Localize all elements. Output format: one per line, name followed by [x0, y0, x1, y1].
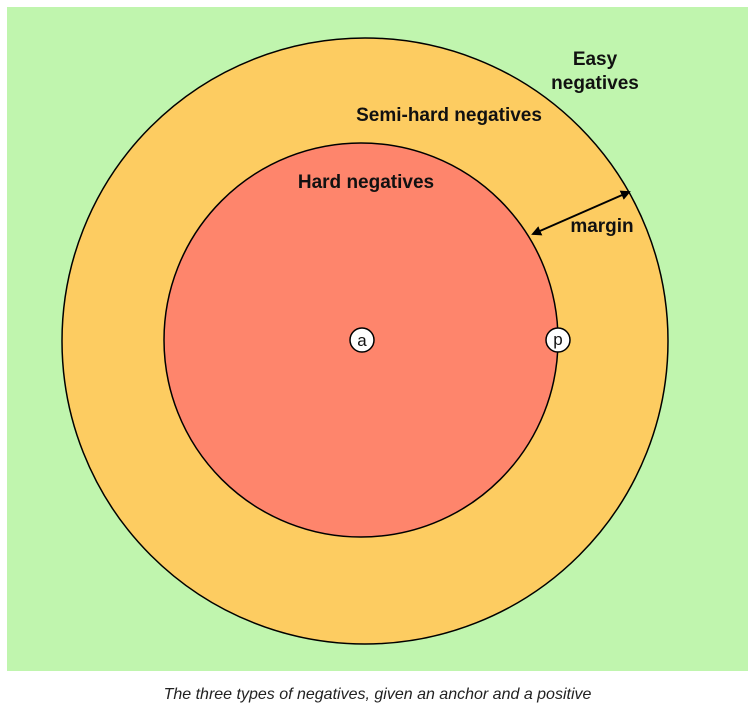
- figure-caption: The three types of negatives, given an a…: [163, 686, 592, 703]
- anchor-point-label: a: [357, 331, 367, 350]
- anchor-point: a: [349, 327, 375, 353]
- positive-point: p: [545, 327, 571, 353]
- easy-negatives-label-line1: Easy: [573, 49, 618, 70]
- semi-hard-negatives-label: Semi-hard negatives: [356, 105, 542, 126]
- hard-negatives-label: Hard negatives: [298, 172, 434, 193]
- positive-point-label: p: [553, 330, 562, 349]
- easy-negatives-label-line2: negatives: [551, 73, 639, 94]
- margin-label: margin: [570, 216, 633, 237]
- margin-arrow: [531, 190, 631, 236]
